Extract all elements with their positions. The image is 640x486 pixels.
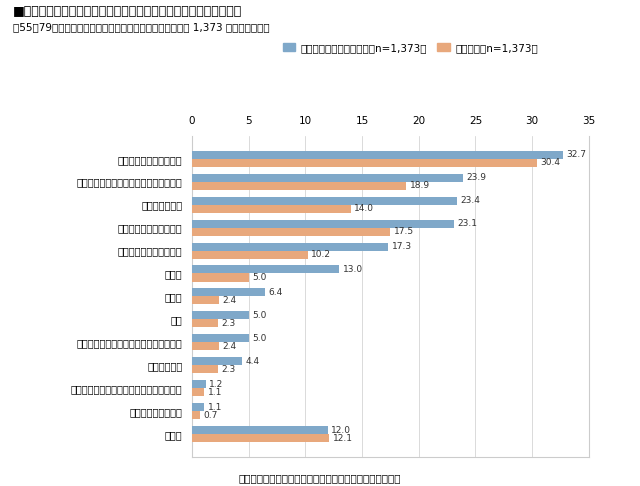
Bar (192, 334, 249, 342)
Text: 1.1: 1.1 (208, 403, 222, 412)
Bar (192, 159, 537, 167)
Bar (192, 388, 204, 397)
Text: 17.3: 17.3 (392, 242, 412, 251)
Text: 32.7: 32.7 (566, 150, 586, 159)
Bar (192, 426, 328, 434)
Bar (192, 403, 204, 411)
Bar (192, 265, 339, 274)
Text: 14.0: 14.0 (354, 204, 374, 213)
Bar (192, 182, 406, 190)
Text: 0.7: 0.7 (204, 411, 218, 420)
Text: 1.2: 1.2 (209, 380, 223, 389)
Text: 6.4: 6.4 (268, 288, 282, 297)
Text: 23.9: 23.9 (467, 173, 486, 182)
Text: 10.2: 10.2 (311, 250, 331, 259)
Bar (192, 174, 463, 182)
Text: 12.1: 12.1 (333, 434, 353, 443)
Text: 17.5: 17.5 (394, 227, 414, 236)
Text: 5.0: 5.0 (252, 311, 266, 320)
Bar (192, 357, 242, 365)
Text: 4.4: 4.4 (245, 357, 259, 366)
Bar (192, 205, 351, 213)
Bar (192, 380, 205, 388)
Bar (192, 243, 388, 251)
Bar (192, 312, 249, 319)
Text: （「情報を収集している段階」の回答割合で降順ソート）: （「情報を収集している段階」の回答割合で降順ソート） (239, 473, 401, 484)
Text: 30.4: 30.4 (540, 158, 560, 167)
Text: 18.9: 18.9 (410, 181, 430, 190)
Text: 5.0: 5.0 (252, 273, 266, 282)
Text: 5.0: 5.0 (252, 334, 266, 343)
Text: 2.4: 2.4 (223, 296, 237, 305)
Bar (192, 411, 200, 419)
Bar (192, 365, 218, 373)
Text: 1.1: 1.1 (208, 388, 222, 397)
Bar (192, 296, 220, 305)
Text: 2.3: 2.3 (221, 319, 236, 328)
Bar (192, 220, 454, 227)
Text: 2.4: 2.4 (223, 342, 237, 351)
Bar (192, 288, 264, 296)
Bar (192, 274, 249, 281)
Text: 13.0: 13.0 (343, 265, 363, 274)
Bar (192, 151, 563, 159)
Text: 23.1: 23.1 (458, 219, 477, 228)
Text: （55～79歳男女、リフォーム／住み替え／建て替え経験者 1,373 名、複数回答）: （55～79歳男女、リフォーム／住み替え／建て替え経験者 1,373 名、複数回… (13, 22, 269, 32)
Bar (192, 342, 220, 350)
Legend: 情報を収集している段階（n=1,373）, 決定段階（n=1,373）: 情報を収集している段階（n=1,373）, 決定段階（n=1,373） (278, 39, 542, 57)
Bar (192, 251, 308, 259)
Bar (192, 319, 218, 328)
Text: 12.0: 12.0 (332, 426, 351, 434)
Bar (192, 227, 390, 236)
Text: 23.4: 23.4 (461, 196, 481, 205)
Text: ■住宅リフォーム、住み替え、建て替えにあたって参考にした情報: ■住宅リフォーム、住み替え、建て替えにあたって参考にした情報 (13, 5, 242, 18)
Bar (192, 196, 458, 205)
Bar (192, 434, 329, 442)
Text: 2.3: 2.3 (221, 365, 236, 374)
